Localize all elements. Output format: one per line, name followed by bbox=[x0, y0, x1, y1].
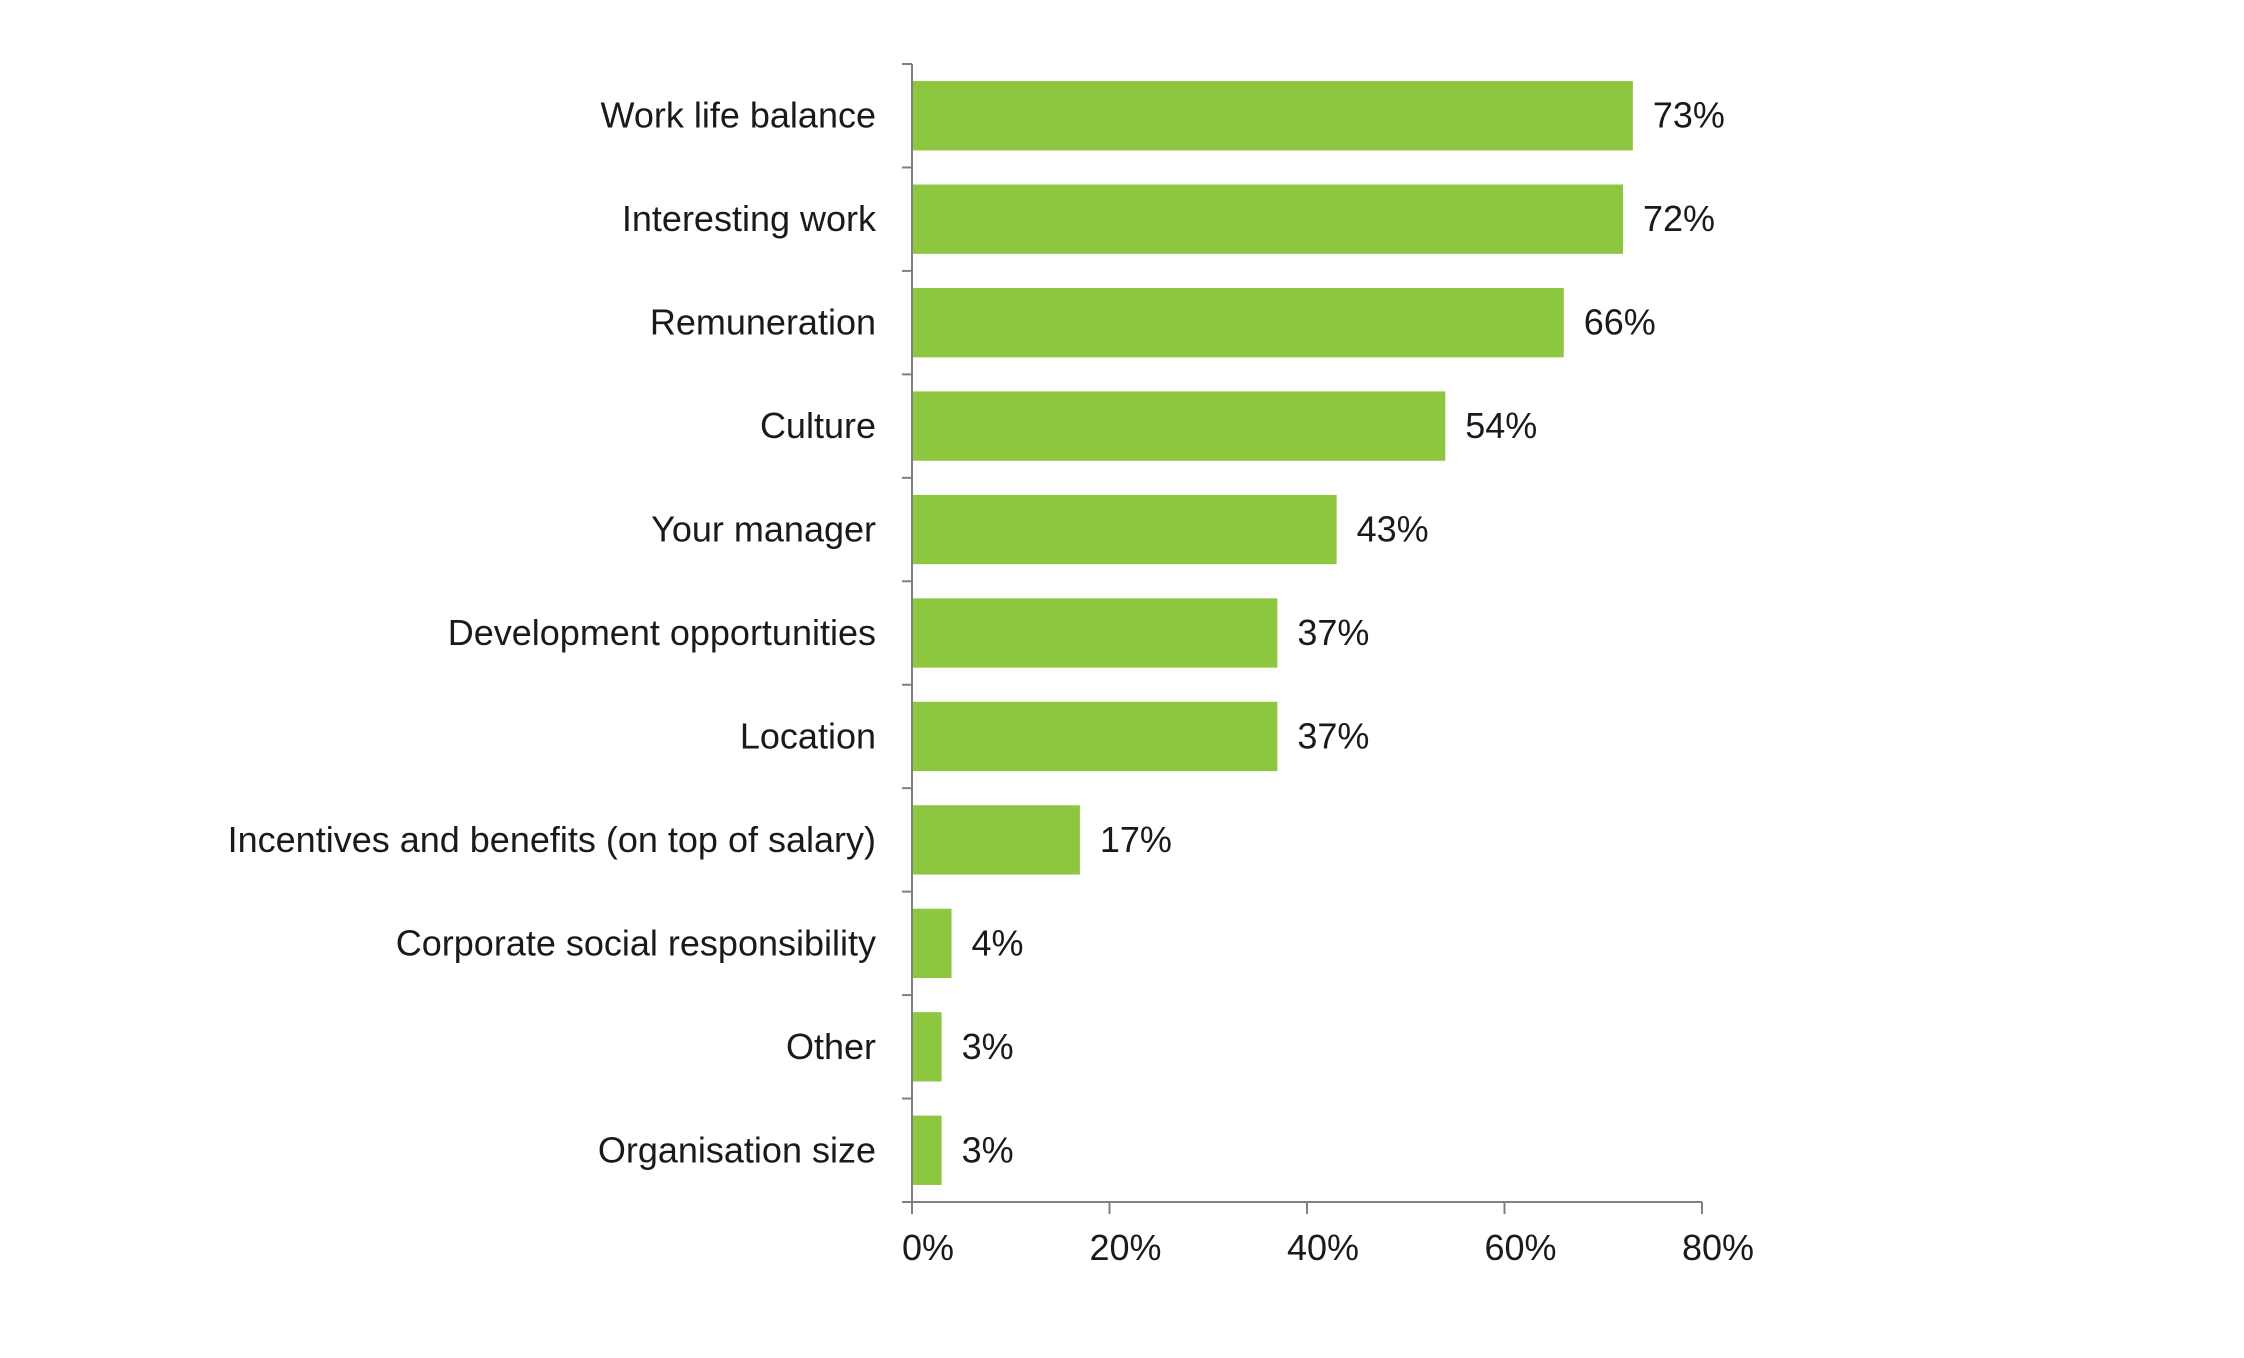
bar-remuneration bbox=[912, 287, 1564, 358]
category-label-organisation-size: Organisation size bbox=[598, 1129, 876, 1170]
value-label-culture: 54% bbox=[1465, 405, 1537, 446]
x-tick-label-20: 20% bbox=[1089, 1227, 1161, 1268]
bar-location bbox=[912, 701, 1278, 772]
bar-incentives-and-benefits-on-top-of-salary bbox=[912, 805, 1080, 875]
value-label-development-opportunities: 37% bbox=[1297, 612, 1369, 653]
labels-layer: Work life balance 73% Interesting work 72% R… bbox=[228, 95, 1754, 1268]
category-label-incentives-and-benefits-on-top-of-salary: Incentives and benefits (on top of salar… bbox=[228, 819, 876, 860]
value-label-interesting-work: 72% bbox=[1643, 198, 1715, 239]
bar-your-manager bbox=[912, 494, 1337, 565]
value-label-incentives-and-benefits-on-top-of-salary: 17% bbox=[1100, 819, 1172, 860]
x-tick-label-80: 80% bbox=[1682, 1227, 1754, 1268]
x-tick-label-60: 60% bbox=[1484, 1227, 1556, 1268]
category-label-location: Location bbox=[740, 715, 876, 756]
bars-layer bbox=[912, 81, 1633, 1185]
value-label-remuneration: 66% bbox=[1584, 302, 1656, 343]
value-label-corporate-social-responsibility: 4% bbox=[972, 922, 1024, 963]
category-label-interesting-work: Interesting work bbox=[622, 198, 877, 239]
axes-layer bbox=[902, 63, 1703, 1214]
bar-work-life-balance bbox=[912, 81, 1633, 151]
category-label-corporate-social-responsibility: Corporate social responsibility bbox=[396, 922, 876, 963]
value-label-location: 37% bbox=[1297, 715, 1369, 756]
value-label-organisation-size: 3% bbox=[962, 1129, 1014, 1170]
bar-organisation-size bbox=[912, 1115, 942, 1185]
category-label-remuneration: Remuneration bbox=[650, 302, 876, 343]
bar-interesting-work bbox=[912, 184, 1623, 254]
category-label-other: Other bbox=[786, 1026, 876, 1067]
x-tick-label-40: 40% bbox=[1287, 1227, 1359, 1268]
category-label-your-manager: Your manager bbox=[651, 509, 876, 550]
bar-development-opportunities bbox=[912, 598, 1278, 668]
category-label-culture: Culture bbox=[760, 405, 876, 446]
x-tick-label-0: 0% bbox=[902, 1227, 954, 1268]
value-label-other: 3% bbox=[962, 1026, 1014, 1067]
value-label-your-manager: 43% bbox=[1357, 509, 1429, 550]
category-label-development-opportunities: Development opportunities bbox=[448, 612, 876, 653]
category-label-work-life-balance: Work life balance bbox=[601, 95, 876, 136]
bar-culture bbox=[912, 391, 1446, 461]
bar-other bbox=[912, 1012, 942, 1082]
value-label-work-life-balance: 73% bbox=[1653, 95, 1725, 136]
bar-corporate-social-responsibility bbox=[912, 908, 952, 979]
